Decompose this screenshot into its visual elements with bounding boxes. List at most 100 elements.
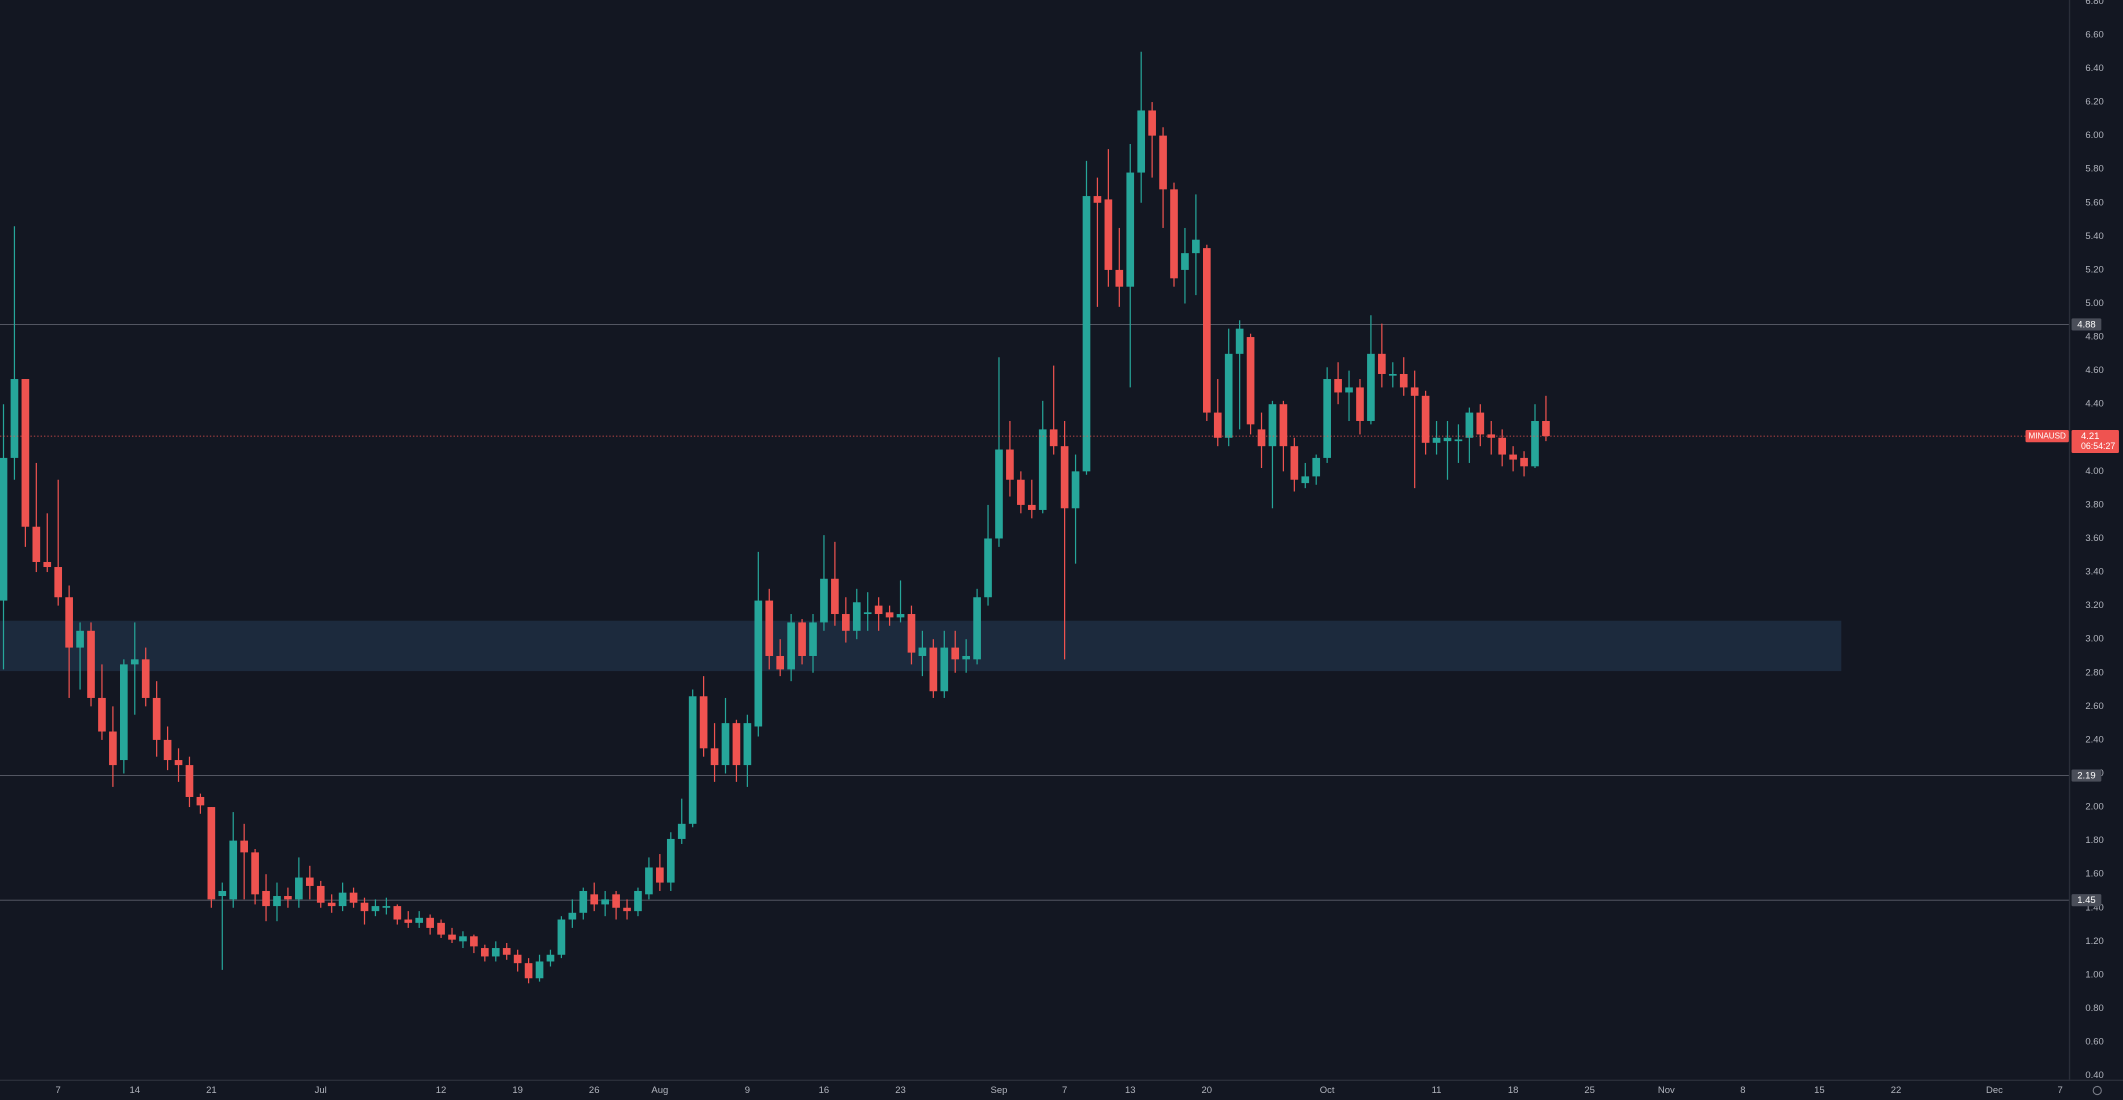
y-tick-label: 3.40 <box>2085 567 2103 578</box>
x-tick-label: Aug <box>651 1085 668 1096</box>
candle-body <box>1356 387 1364 421</box>
candle-body <box>1192 239 1200 254</box>
y-tick-label: 6.80 <box>2085 0 2103 7</box>
y-tick-label: 4.40 <box>2085 399 2103 410</box>
candle-body <box>612 894 620 908</box>
level-label: 4.88 <box>2077 319 2095 330</box>
candle-body <box>874 605 883 615</box>
candle-body <box>459 936 467 942</box>
level-label-box <box>2071 318 2102 331</box>
level-label: 2.19 <box>2077 770 2095 781</box>
candle-body <box>590 894 599 905</box>
candle-body <box>185 765 194 797</box>
candle-body <box>1410 387 1419 396</box>
y-tick-label: 3.20 <box>2085 600 2103 611</box>
y-tick-label: 6.00 <box>2085 130 2103 141</box>
candle-body <box>699 696 708 749</box>
candle-body <box>163 739 172 761</box>
candle-body <box>1170 189 1178 279</box>
candle-body <box>0 457 8 601</box>
candle-body <box>546 954 555 962</box>
candle-body <box>962 655 970 660</box>
candle-body <box>1345 387 1353 393</box>
candle-body <box>1334 379 1342 393</box>
candle-body <box>1367 353 1375 421</box>
candle-body <box>481 948 489 957</box>
candle-body <box>798 622 806 656</box>
candle-body <box>1498 437 1507 455</box>
candle-body <box>820 578 828 623</box>
candle-body <box>1093 196 1102 203</box>
level-label-box <box>2071 894 2102 907</box>
candle-body <box>885 612 894 618</box>
candle-body <box>940 647 949 692</box>
candle-body <box>1509 454 1517 460</box>
candle-body <box>524 963 533 979</box>
x-tick-label: 19 <box>512 1085 523 1096</box>
candle-body <box>688 696 697 824</box>
candle-body <box>1049 429 1058 447</box>
candle-body <box>1104 199 1113 270</box>
candle-body <box>109 731 117 766</box>
candle-body <box>120 664 128 761</box>
y-tick-label: 1.60 <box>2085 869 2103 880</box>
candle-body <box>284 896 292 900</box>
candle-body <box>1432 437 1441 443</box>
candle-body <box>196 796 205 806</box>
y-tick-label: 1.00 <box>2085 969 2103 980</box>
candle-body <box>1476 412 1485 435</box>
candle-body <box>1159 135 1167 190</box>
y-tick-label: 2.80 <box>2085 667 2103 678</box>
candle-body <box>677 823 686 839</box>
candle-body <box>10 379 19 458</box>
candle-body <box>502 948 511 955</box>
candle-body <box>251 852 259 895</box>
candle-body <box>437 922 445 935</box>
candle-body <box>623 907 631 912</box>
candle-body <box>513 954 522 964</box>
x-tick-label: Sep <box>991 1085 1008 1096</box>
candle-body <box>1421 395 1430 443</box>
y-tick-label: 3.60 <box>2085 533 2103 544</box>
candle-body <box>601 899 609 905</box>
candle-body <box>918 647 927 656</box>
y-tick-label: 2.40 <box>2085 734 2103 745</box>
candle-body <box>995 449 1003 539</box>
candle-body <box>349 892 358 903</box>
x-tick-label: 11 <box>1432 1085 1442 1096</box>
x-tick-label: 9 <box>745 1085 750 1096</box>
y-tick-label: 6.20 <box>2085 97 2103 108</box>
candle-body <box>1115 269 1124 287</box>
candle-body <box>54 567 63 598</box>
candle-body <box>1290 446 1299 480</box>
x-tick-label: 7 <box>56 1085 61 1096</box>
candle-body <box>743 723 752 766</box>
settings-gear[interactable] <box>2092 1085 2102 1096</box>
candle-body <box>863 612 872 615</box>
x-tick-label: 26 <box>589 1085 600 1096</box>
y-tick-label: 4.60 <box>2085 365 2103 376</box>
settings-icon[interactable] <box>2092 1085 2102 1096</box>
candle-body <box>831 578 839 615</box>
level-label-box <box>2071 769 2102 782</box>
y-tick-label: 4.80 <box>2085 332 2103 343</box>
candle-body <box>1520 457 1528 467</box>
x-tick-label: 12 <box>436 1085 447 1096</box>
candle-body <box>1487 434 1496 438</box>
x-tick-label: 15 <box>1814 1085 1825 1096</box>
candle-body <box>32 526 41 562</box>
x-tick-label: 13 <box>1125 1085 1136 1096</box>
candle-body <box>1246 337 1255 425</box>
y-tick-label: 1.20 <box>2085 936 2103 947</box>
candle-body <box>305 877 314 886</box>
y-tick-label: 5.20 <box>2085 264 2103 275</box>
x-tick-label: 22 <box>1891 1085 1902 1096</box>
candle-body <box>1148 110 1156 136</box>
x-tick-label: 21 <box>206 1085 217 1096</box>
candle-body <box>634 890 642 912</box>
candle-body <box>1268 404 1277 447</box>
candle-body <box>929 647 938 692</box>
candle-body <box>765 600 774 656</box>
candle-body <box>382 906 391 908</box>
